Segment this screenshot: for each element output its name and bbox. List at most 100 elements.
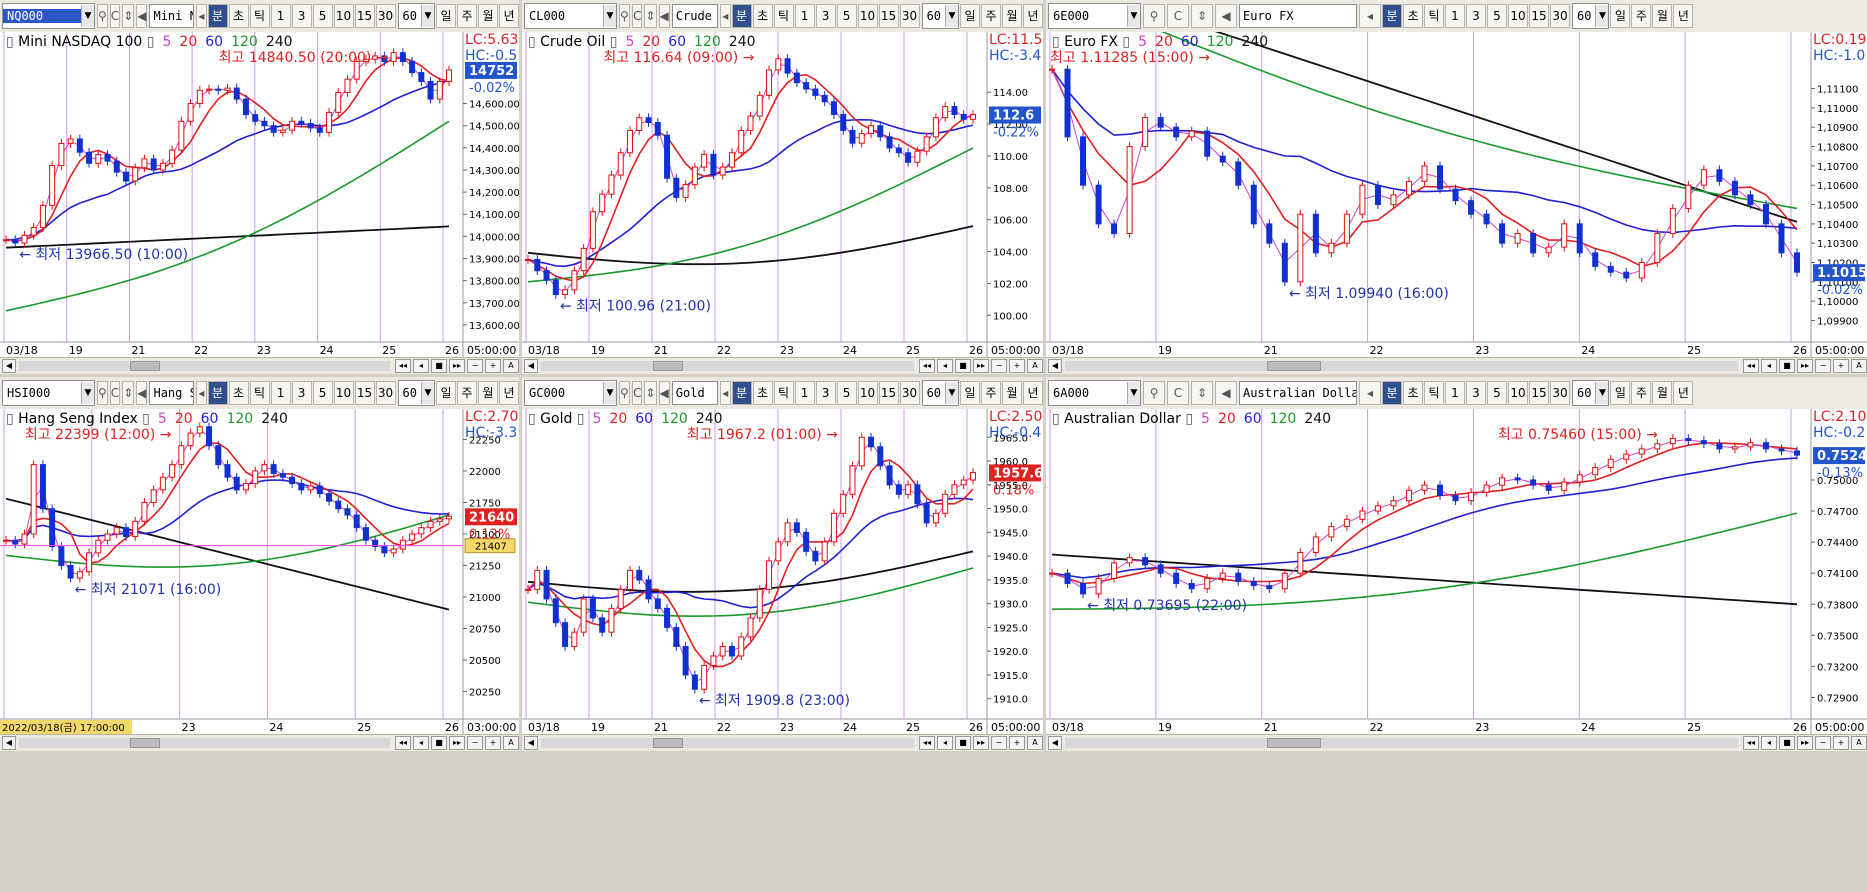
- compare-icon[interactable]: C: [1167, 381, 1189, 405]
- period-button-8[interactable]: 30: [899, 381, 920, 405]
- price-chart[interactable]: 03/18 19 21 22 23 24 25 26 05:00:00 14,600.00 14,5…: [0, 32, 519, 358]
- compare-icon[interactable]: C: [109, 4, 121, 28]
- period-button-1[interactable]: 초: [228, 4, 249, 28]
- period-combo[interactable]: 60 ▼: [397, 380, 435, 406]
- price-chart[interactable]: 03/18 19 21 22 23 24 25 26 05:00:00114.00112.001…: [522, 32, 1043, 358]
- speaker-icon[interactable]: ◀: [1215, 4, 1237, 28]
- period-button-1[interactable]: 초: [228, 381, 249, 405]
- prev-page-icon[interactable]: ◂: [413, 736, 429, 750]
- period-button-7[interactable]: 15: [1529, 381, 1549, 405]
- period-button-2[interactable]: 틱: [249, 381, 270, 405]
- period-button-3[interactable]: 1: [270, 381, 291, 405]
- period-button-7[interactable]: 15: [878, 381, 899, 405]
- period-unit-button-0[interactable]: 일: [436, 4, 456, 28]
- period-button-8[interactable]: 30: [899, 4, 920, 28]
- scroll-track[interactable]: [1065, 738, 1738, 748]
- first-page-icon[interactable]: ◂◂: [395, 359, 411, 373]
- period-button-5[interactable]: 5: [312, 381, 333, 405]
- prev-page-icon[interactable]: ◂: [413, 359, 429, 373]
- prev-page-icon[interactable]: ◂: [937, 359, 953, 373]
- period-button-4[interactable]: 3: [1466, 4, 1486, 28]
- prev-period-icon[interactable]: ◂: [1359, 381, 1381, 405]
- speaker-icon[interactable]: ◀: [136, 4, 148, 28]
- first-page-icon[interactable]: ◂◂: [919, 736, 935, 750]
- period-unit-button-2[interactable]: 월: [478, 4, 498, 28]
- period-button-2[interactable]: 틱: [773, 381, 794, 405]
- period-button-5[interactable]: 5: [836, 381, 857, 405]
- chevron-down-icon[interactable]: ▼: [945, 5, 959, 27]
- auto-icon[interactable]: A: [503, 736, 519, 750]
- chevron-down-icon[interactable]: ▼: [1595, 5, 1609, 27]
- period-unit-button-0[interactable]: 일: [1610, 381, 1631, 405]
- first-page-icon[interactable]: ◂◂: [1743, 359, 1759, 373]
- auto-icon[interactable]: A: [1851, 359, 1867, 373]
- zoom-out-icon[interactable]: −: [991, 359, 1007, 373]
- period-button-2[interactable]: 틱: [1424, 4, 1444, 28]
- period-unit-button-0[interactable]: 일: [960, 381, 981, 405]
- chevron-down-icon[interactable]: ▼: [1127, 5, 1140, 27]
- period-button-8[interactable]: 30: [1550, 381, 1570, 405]
- chevron-down-icon[interactable]: ▼: [421, 5, 434, 27]
- next-page-icon[interactable]: ▸▸: [449, 359, 465, 373]
- speaker-icon[interactable]: ◀: [136, 381, 148, 405]
- symbol-code-combo[interactable]: GC000 ▼: [524, 380, 617, 406]
- period-unit-button-0[interactable]: 일: [1610, 4, 1631, 28]
- search-icon[interactable]: ⚲: [619, 381, 630, 405]
- zoom-in-icon[interactable]: +: [1833, 359, 1849, 373]
- scroll-left-icon[interactable]: ◀: [524, 736, 538, 750]
- chart-scrollbar[interactable]: ◀ ◂◂ ◂ ■ ▸▸ − + A: [522, 357, 1043, 374]
- period-unit-button-0[interactable]: 일: [960, 4, 981, 28]
- zoom-out-icon[interactable]: −: [467, 736, 483, 750]
- period-button-5[interactable]: 5: [836, 4, 857, 28]
- period-button-4[interactable]: 3: [815, 381, 836, 405]
- period-button-7[interactable]: 15: [1529, 4, 1549, 28]
- period-button-4[interactable]: 3: [1466, 381, 1486, 405]
- scroll-left-icon[interactable]: ◀: [2, 736, 16, 750]
- scroll-thumb[interactable]: [130, 361, 160, 371]
- period-button-6[interactable]: 10: [333, 381, 354, 405]
- zoom-in-icon[interactable]: +: [1009, 359, 1025, 373]
- period-button-1[interactable]: 초: [752, 4, 773, 28]
- period-unit-button-3[interactable]: 년: [1023, 4, 1043, 28]
- stepper-icon[interactable]: ⇕: [122, 381, 135, 405]
- scroll-track[interactable]: [19, 361, 390, 371]
- period-unit-button-1[interactable]: 주: [1631, 4, 1652, 28]
- chevron-down-icon[interactable]: ▼: [603, 5, 616, 27]
- compare-icon[interactable]: C: [109, 381, 121, 405]
- scroll-left-icon[interactable]: ◀: [1048, 359, 1062, 373]
- scroll-left-icon[interactable]: ◀: [1048, 736, 1062, 750]
- period-unit-button-2[interactable]: 월: [478, 381, 498, 405]
- period-unit-button-1[interactable]: 주: [981, 4, 1002, 28]
- scroll-thumb[interactable]: [1266, 361, 1321, 371]
- scroll-left-icon[interactable]: ◀: [524, 359, 538, 373]
- symbol-code-combo[interactable]: 6A000 ▼: [1048, 380, 1141, 406]
- next-page-icon[interactable]: ▸▸: [973, 736, 989, 750]
- zoom-in-icon[interactable]: +: [485, 736, 501, 750]
- price-chart[interactable]: 03/18 19 21 22 23 24 25 26 05:00:00 0.75000 0.7470…: [1046, 409, 1867, 735]
- compare-icon[interactable]: C: [631, 4, 643, 28]
- prev-period-icon[interactable]: ◂: [1359, 4, 1381, 28]
- stepper-icon[interactable]: ⇕: [644, 381, 657, 405]
- stop-icon[interactable]: ■: [1779, 736, 1795, 750]
- speaker-icon[interactable]: ◀: [658, 4, 670, 28]
- period-unit-button-2[interactable]: 월: [1652, 4, 1673, 28]
- period-button-1[interactable]: 초: [1403, 4, 1423, 28]
- prev-page-icon[interactable]: ◂: [937, 736, 953, 750]
- chevron-down-icon[interactable]: ▼: [1595, 382, 1609, 404]
- auto-icon[interactable]: A: [503, 359, 519, 373]
- stepper-icon[interactable]: ⇕: [122, 4, 135, 28]
- chart-scrollbar[interactable]: ◀ ◂◂ ◂ ■ ▸▸ − + A: [0, 357, 519, 374]
- period-button-0[interactable]: 분: [731, 381, 752, 405]
- search-icon[interactable]: ⚲: [97, 381, 108, 405]
- stop-icon[interactable]: ■: [1779, 359, 1795, 373]
- first-page-icon[interactable]: ◂◂: [919, 359, 935, 373]
- chevron-down-icon[interactable]: ▼: [603, 382, 616, 404]
- next-page-icon[interactable]: ▸▸: [1797, 359, 1813, 373]
- compare-icon[interactable]: C: [1167, 4, 1189, 28]
- period-combo[interactable]: 60 ▼: [921, 3, 960, 29]
- period-button-3[interactable]: 1: [794, 381, 815, 405]
- period-unit-button-2[interactable]: 월: [1652, 381, 1673, 405]
- scroll-thumb[interactable]: [652, 361, 683, 371]
- period-button-4[interactable]: 3: [291, 4, 312, 28]
- stepper-icon[interactable]: ⇕: [644, 4, 657, 28]
